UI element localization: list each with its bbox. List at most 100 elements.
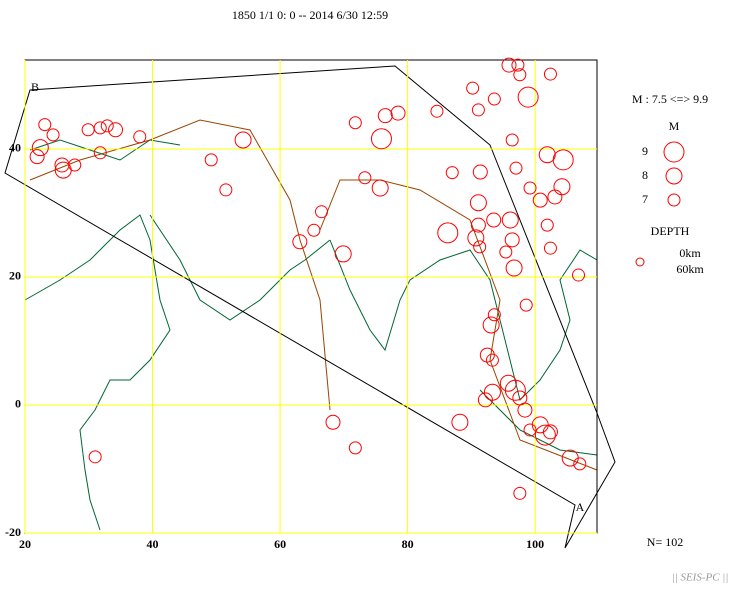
earthquake: [93, 146, 107, 160]
earthquake: [93, 121, 107, 135]
earthquake: [315, 205, 329, 219]
earthquake: [470, 217, 486, 233]
earthquake: [509, 161, 523, 175]
depth-label: 0km: [679, 246, 701, 260]
size-legend-mark: [667, 193, 681, 207]
earthquake: [513, 68, 527, 82]
earthquake: [540, 218, 554, 232]
earthquake: [68, 158, 82, 172]
count-label: N= 102: [647, 535, 683, 549]
earthquake: [108, 122, 124, 138]
size-legend-label: 8: [642, 168, 648, 182]
earthquake: [505, 133, 519, 147]
earthquake: [552, 149, 574, 171]
x-tick-label: 80: [402, 537, 414, 551]
earthquake: [485, 353, 499, 367]
earthquake: [430, 104, 444, 118]
earthquake: [334, 245, 352, 263]
section-end: B: [31, 80, 39, 94]
earthquake: [505, 259, 523, 277]
earthquake: [482, 316, 500, 334]
size-legend-mark: [665, 167, 683, 185]
earthquake: [499, 374, 517, 392]
earthquake: [370, 128, 392, 150]
earthquake: [501, 57, 517, 73]
earthquake: [88, 450, 102, 464]
earthquake: [553, 178, 571, 196]
earthquake: [573, 457, 587, 471]
plate-boundaries: [29, 119, 598, 471]
earthquake: [371, 179, 389, 197]
earthquake: [473, 240, 487, 254]
earthquake: [504, 379, 526, 401]
size-legend-label: 7: [642, 192, 648, 206]
earthquake: [517, 86, 539, 108]
magnitude-range: M : 7.5 <=> 9.9: [632, 92, 708, 106]
size-legend-mark: [663, 141, 685, 163]
earthquake: [204, 153, 218, 167]
earthquake: [29, 149, 45, 165]
depth-legend-mark: [635, 257, 645, 267]
x-tick-label: 100: [526, 537, 544, 551]
earthquake: [469, 194, 487, 212]
earthquake: [81, 123, 95, 137]
earthquake: [523, 423, 537, 437]
earthquake: [100, 119, 114, 133]
depth-label: 60km: [676, 262, 704, 276]
earthquake: [519, 298, 533, 312]
earthquake: [517, 402, 533, 418]
y-tick-label: 20: [9, 269, 21, 283]
earthquake: [31, 139, 49, 157]
earthquake: [46, 128, 60, 142]
earthquake: [348, 441, 362, 455]
earthquake: [487, 92, 501, 106]
earthquake: [511, 58, 525, 72]
earthquake: [523, 181, 537, 195]
earthquake: [390, 105, 406, 121]
earthquake: [325, 414, 341, 430]
earthquake: [472, 164, 488, 180]
x-tick-label: 40: [147, 537, 159, 551]
earthquake: [543, 67, 557, 81]
earthquake: [219, 183, 233, 197]
earthquake: [467, 229, 485, 247]
earthquake: [348, 116, 362, 130]
earthquake: [486, 212, 502, 228]
earthquake: [477, 392, 493, 408]
earthquake: [547, 189, 563, 205]
earthquake: [234, 131, 252, 149]
earthquake: [479, 347, 495, 363]
earthquake: [534, 424, 556, 446]
section-end: A: [576, 500, 585, 514]
earthquake: [471, 103, 485, 117]
earthquake: [538, 146, 556, 164]
earthquake: [377, 108, 393, 124]
earthquake: [487, 308, 501, 322]
earthquake: [466, 81, 480, 95]
earthquake: [451, 413, 469, 431]
x-tick-label: 60: [274, 537, 286, 551]
size-legend-label: 9: [642, 144, 648, 158]
earthquake: [358, 171, 372, 185]
depth-title: DEPTH: [651, 224, 690, 238]
earthquake: [542, 424, 558, 440]
earthquake: [513, 486, 527, 500]
earthquake: [543, 241, 557, 255]
earthquake: [307, 223, 321, 237]
earthquake: [437, 222, 459, 244]
earthquake: [504, 232, 520, 248]
earthquake: [445, 166, 459, 180]
footer: || SEIS-PC ||: [672, 572, 729, 584]
earthquake: [501, 211, 519, 229]
earthquake: [572, 268, 586, 282]
chart-title: 1850 1/1 0: 0 -- 2014 6/30 12:59: [232, 8, 388, 22]
earthquake: [292, 234, 308, 250]
x-tick-label: 20: [19, 537, 31, 551]
legend-title: M: [669, 119, 680, 133]
y-tick-label: 0: [15, 397, 21, 411]
earthquake: [38, 118, 52, 132]
earthquake: [499, 245, 513, 259]
coastlines: [24, 139, 598, 531]
earthquake: [133, 130, 147, 144]
y-tick-label: 40: [9, 141, 21, 155]
